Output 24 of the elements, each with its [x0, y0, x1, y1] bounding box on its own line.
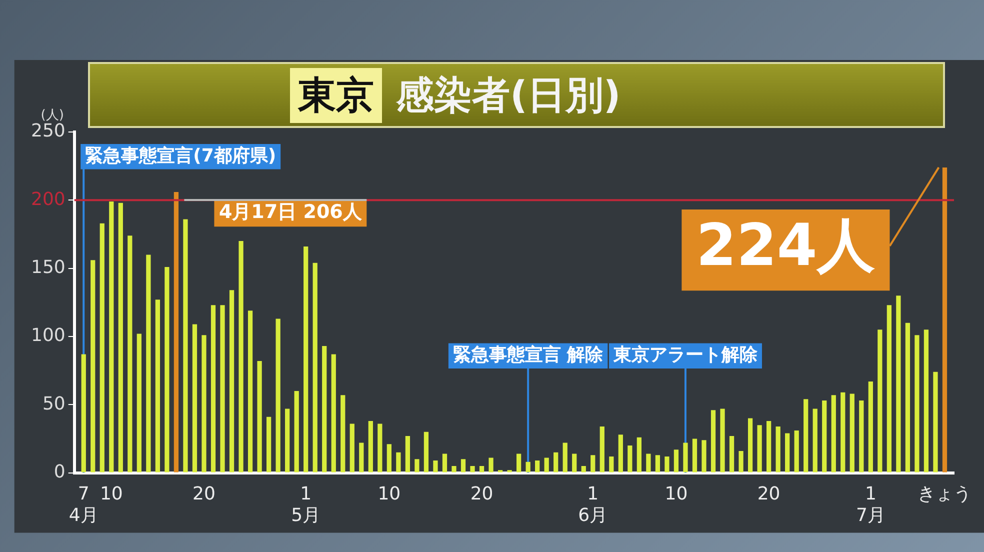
x-tick-label: 1 5月	[291, 483, 321, 526]
ref-line-label: 緊急事態宣言(7都府県)	[85, 145, 276, 166]
x-tick-label: 7 4月	[68, 483, 98, 526]
chart-title: 東京 感染者(日別)	[296, 72, 621, 118]
y-tick-label: 0	[54, 461, 66, 482]
y-tick-label: 200	[30, 188, 66, 210]
x-tick-label: きょう	[918, 483, 972, 504]
x-tick-label: 20	[192, 483, 216, 504]
x-tick-label: 20	[757, 483, 780, 504]
ref-line-label: 東京アラート解除	[612, 344, 758, 366]
annotation: 4月17日 206人	[218, 201, 363, 224]
x-tick-label: 20	[470, 483, 494, 504]
y-tick-label: 150	[30, 256, 66, 278]
x-tick-label: 10	[100, 483, 123, 504]
y-tick-label: 250	[30, 120, 66, 142]
ref-line-label: 緊急事態宣言 解除	[452, 344, 604, 366]
y-axis-title: (人)	[40, 108, 64, 123]
x-tick-label: 10	[664, 483, 688, 504]
y-tick-label: 50	[42, 393, 66, 414]
annotation: 224人	[696, 211, 876, 280]
x-tick-label: 1 6月	[578, 483, 608, 526]
y-tick-label: 100	[30, 325, 66, 346]
x-tick-label: 1 7月	[856, 483, 886, 526]
x-tick-label: 10	[378, 483, 401, 504]
